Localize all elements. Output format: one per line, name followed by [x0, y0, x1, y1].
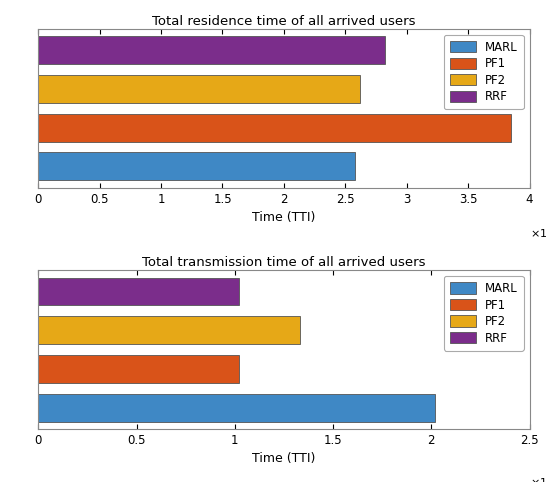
Text: $\times10^5$: $\times10^5$: [530, 224, 546, 241]
X-axis label: Time (TTI): Time (TTI): [252, 453, 316, 466]
X-axis label: Time (TTI): Time (TTI): [252, 211, 316, 224]
Bar: [38, 355, 239, 383]
Bar: [38, 36, 385, 64]
Bar: [38, 152, 355, 180]
Title: Total residence time of all arrived users: Total residence time of all arrived user…: [152, 15, 416, 28]
Text: $\times10^5$: $\times10^5$: [530, 473, 546, 482]
Legend: MARL, PF1, PF2, RRF: MARL, PF1, PF2, RRF: [444, 276, 524, 350]
Title: Total transmission time of all arrived users: Total transmission time of all arrived u…: [142, 256, 426, 269]
Bar: [38, 114, 511, 142]
Bar: [38, 278, 239, 306]
Legend: MARL, PF1, PF2, RRF: MARL, PF1, PF2, RRF: [444, 35, 524, 109]
Bar: [38, 316, 300, 344]
Bar: [38, 394, 435, 422]
Bar: [38, 75, 360, 103]
